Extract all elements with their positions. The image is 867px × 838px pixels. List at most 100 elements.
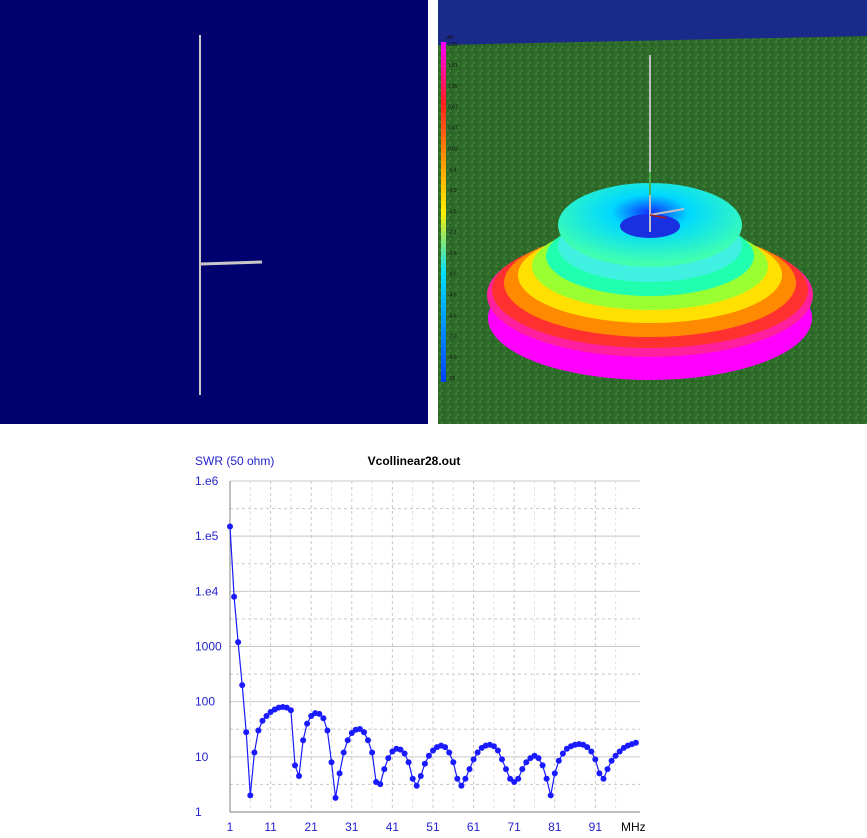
swr-data-point <box>430 747 436 754</box>
x-tick-label: 41 <box>386 820 400 834</box>
scale-label: 0.87 <box>448 105 458 111</box>
swr-data-point <box>247 792 254 799</box>
swr-data-point <box>458 782 465 789</box>
swr-data-point <box>515 775 522 782</box>
swr-data-point <box>547 792 554 799</box>
swr-data-point <box>259 717 266 724</box>
swr-data-point <box>243 729 250 736</box>
swr-data-point <box>324 727 331 734</box>
scale-label: 1.95 <box>448 42 458 48</box>
swr-data-point <box>401 750 408 757</box>
x-tick-label: 81 <box>548 820 562 834</box>
swr-data-point <box>535 755 542 762</box>
swr-data-point <box>559 750 566 757</box>
swr-data-point <box>417 773 424 779</box>
radiation-lobe <box>487 183 813 380</box>
y-tick-label: 1.e4 <box>195 584 219 598</box>
swr-data-point <box>361 729 367 736</box>
swr-data-point <box>369 749 376 756</box>
swr-data-point <box>397 746 404 753</box>
scale-label: -2.8 <box>448 251 457 257</box>
x-tick-label: 31 <box>345 820 359 834</box>
swr-data-point <box>292 762 298 769</box>
y-tick-label: 10 <box>195 750 209 764</box>
swr-data-point <box>344 737 351 744</box>
swr-data-point <box>600 775 607 782</box>
swr-data-point <box>300 737 307 744</box>
swr-data-point <box>409 775 416 782</box>
scale-unit-label: dBi <box>446 35 453 41</box>
swr-data-point <box>255 727 262 734</box>
swr-data-point <box>555 757 562 764</box>
swr-data-point <box>304 720 311 727</box>
swr-data-point <box>470 756 477 763</box>
scale-label: -7.3 <box>448 334 457 340</box>
swr-data-point <box>507 775 514 782</box>
gain-color-scale: dBi 1.95 1.61 1.25 0.87 0.47 0.03 -0.4 -0.9 -1.5… <box>441 35 458 382</box>
swr-data-point <box>616 748 623 755</box>
scale-label: -2.1 <box>448 230 457 236</box>
swr-data-point <box>474 749 481 756</box>
swr-data-point <box>462 775 469 782</box>
x-tick-label: 1 <box>227 820 234 834</box>
swr-data-point <box>377 781 384 788</box>
scale-label: -0.9 <box>448 188 457 194</box>
scale-label: 0.03 <box>448 146 458 152</box>
scale-label: 0.47 <box>448 126 458 132</box>
swr-data-point <box>405 759 412 766</box>
swr-data-point <box>490 743 497 750</box>
swr-data-point <box>442 744 449 751</box>
swr-data-point <box>320 715 327 722</box>
x-axis-unit-label: MHz <box>621 820 646 834</box>
y-tick-label: 1000 <box>195 640 222 654</box>
swr-data-point <box>336 770 343 777</box>
swr-data-point <box>381 766 388 773</box>
swr-data-point <box>227 523 233 530</box>
swr-data-point <box>348 730 355 736</box>
scale-label: -3.6 <box>448 272 457 278</box>
swr-data-point <box>365 737 371 744</box>
swr-data-point <box>632 739 639 746</box>
wire-geometry-view <box>0 0 428 424</box>
swr-data-point <box>328 759 335 766</box>
y-tick-label: 100 <box>195 695 215 709</box>
swr-data-point <box>454 775 461 782</box>
y-axis-title: SWR (50 ohm) <box>195 454 274 468</box>
y-tick-label: 1.e6 <box>195 474 219 488</box>
swr-data-point <box>425 752 432 759</box>
scale-label: -4.5 <box>448 293 457 299</box>
swr-data-point <box>608 757 615 764</box>
x-tick-label: 51 <box>426 820 440 834</box>
antenna-radial <box>649 208 685 216</box>
swr-data-point <box>251 749 258 756</box>
swr-data-point <box>296 773 302 779</box>
scale-label: -25 <box>448 376 455 382</box>
x-axis <box>649 214 667 219</box>
swr-data-point <box>356 726 363 732</box>
swr-data-point <box>340 749 347 756</box>
horizontal-radial-wire <box>200 260 263 266</box>
swr-data-point <box>287 707 294 714</box>
swr-data-point <box>385 755 392 762</box>
swr-data-point <box>523 759 530 766</box>
chart-title: Vcollinear28.out <box>368 454 461 468</box>
swr-data-point <box>588 748 595 755</box>
wire-view-background <box>0 0 428 424</box>
scale-label: 1.61 <box>448 63 458 69</box>
swr-data-point <box>543 775 550 782</box>
swr-data-point <box>421 760 428 767</box>
swr-data-point <box>499 756 505 763</box>
swr-data-point <box>596 770 603 777</box>
swr-data-point <box>446 749 453 756</box>
x-tick-label: 91 <box>589 820 603 834</box>
swr-data-point <box>604 766 611 773</box>
swr-data-point <box>539 762 546 769</box>
swr-data-point <box>332 794 339 801</box>
swr-data-point <box>551 770 558 777</box>
swr-data-point <box>519 766 526 773</box>
x-tick-label: 11 <box>264 820 277 834</box>
swr-chart: SWR (50 ohm) Vcollinear28.out 1 10 100 1000… <box>195 454 646 834</box>
scale-label: -1.5 <box>448 209 457 215</box>
swr-data-point <box>466 766 473 773</box>
swr-data-point <box>263 713 270 719</box>
